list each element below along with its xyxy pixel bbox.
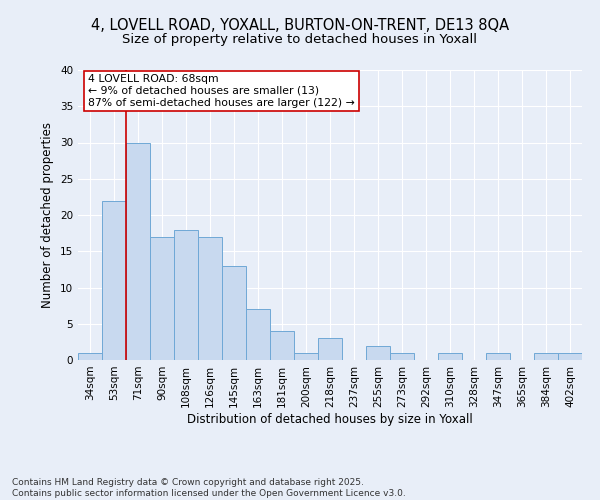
Bar	[534, 353, 558, 360]
Bar	[486, 353, 510, 360]
Bar	[558, 353, 582, 360]
Bar	[390, 353, 414, 360]
Bar	[198, 237, 222, 360]
Bar	[150, 237, 174, 360]
Bar	[246, 309, 270, 360]
Bar	[102, 200, 126, 360]
Bar	[222, 266, 246, 360]
Text: 4 LOVELL ROAD: 68sqm
← 9% of detached houses are smaller (13)
87% of semi-detach: 4 LOVELL ROAD: 68sqm ← 9% of detached ho…	[88, 74, 355, 108]
X-axis label: Distribution of detached houses by size in Yoxall: Distribution of detached houses by size …	[187, 412, 473, 426]
Text: 4, LOVELL ROAD, YOXALL, BURTON-ON-TRENT, DE13 8QA: 4, LOVELL ROAD, YOXALL, BURTON-ON-TRENT,…	[91, 18, 509, 32]
Y-axis label: Number of detached properties: Number of detached properties	[41, 122, 55, 308]
Bar	[438, 353, 462, 360]
Bar	[78, 353, 102, 360]
Bar	[318, 338, 342, 360]
Text: Size of property relative to detached houses in Yoxall: Size of property relative to detached ho…	[122, 32, 478, 46]
Bar	[270, 331, 294, 360]
Bar	[294, 353, 318, 360]
Bar	[174, 230, 198, 360]
Text: Contains HM Land Registry data © Crown copyright and database right 2025.
Contai: Contains HM Land Registry data © Crown c…	[12, 478, 406, 498]
Bar	[366, 346, 390, 360]
Bar	[126, 142, 150, 360]
